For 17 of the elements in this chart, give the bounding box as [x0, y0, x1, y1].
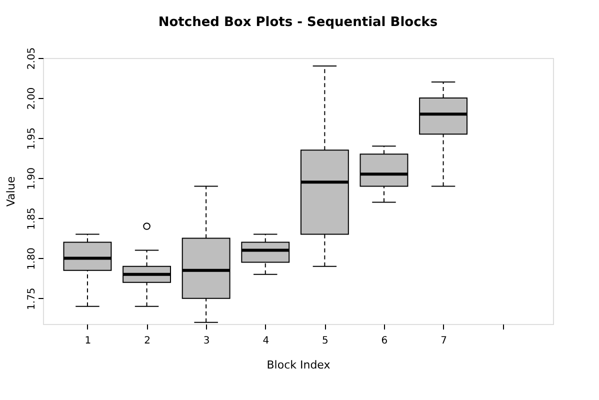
x-tick-label: 2	[144, 336, 150, 346]
chart-title: Notched Box Plots - Sequential Blocks	[158, 14, 438, 30]
y-axis-title: Value	[4, 176, 18, 207]
x-tick-label: 5	[322, 336, 328, 346]
y-tick-label: 1.95	[26, 127, 38, 150]
x-axis-title: Block Index	[266, 358, 331, 372]
x-tick-label: 1	[84, 336, 92, 346]
y-tick-label: 1.90	[26, 168, 38, 190]
y-tick-label: 2.00	[26, 87, 38, 110]
x-tick-label: 4	[262, 336, 270, 346]
y-tick-label: 1.85	[26, 208, 38, 230]
y-tick-label: 2.05	[26, 47, 38, 70]
x-tick-label: 6	[381, 336, 388, 346]
x-tick-label: 7	[440, 336, 447, 346]
y-tick-label: 1.80	[26, 248, 38, 270]
x-tick-label: 3	[203, 336, 210, 346]
y-tick-label: 1.75	[26, 288, 38, 310]
